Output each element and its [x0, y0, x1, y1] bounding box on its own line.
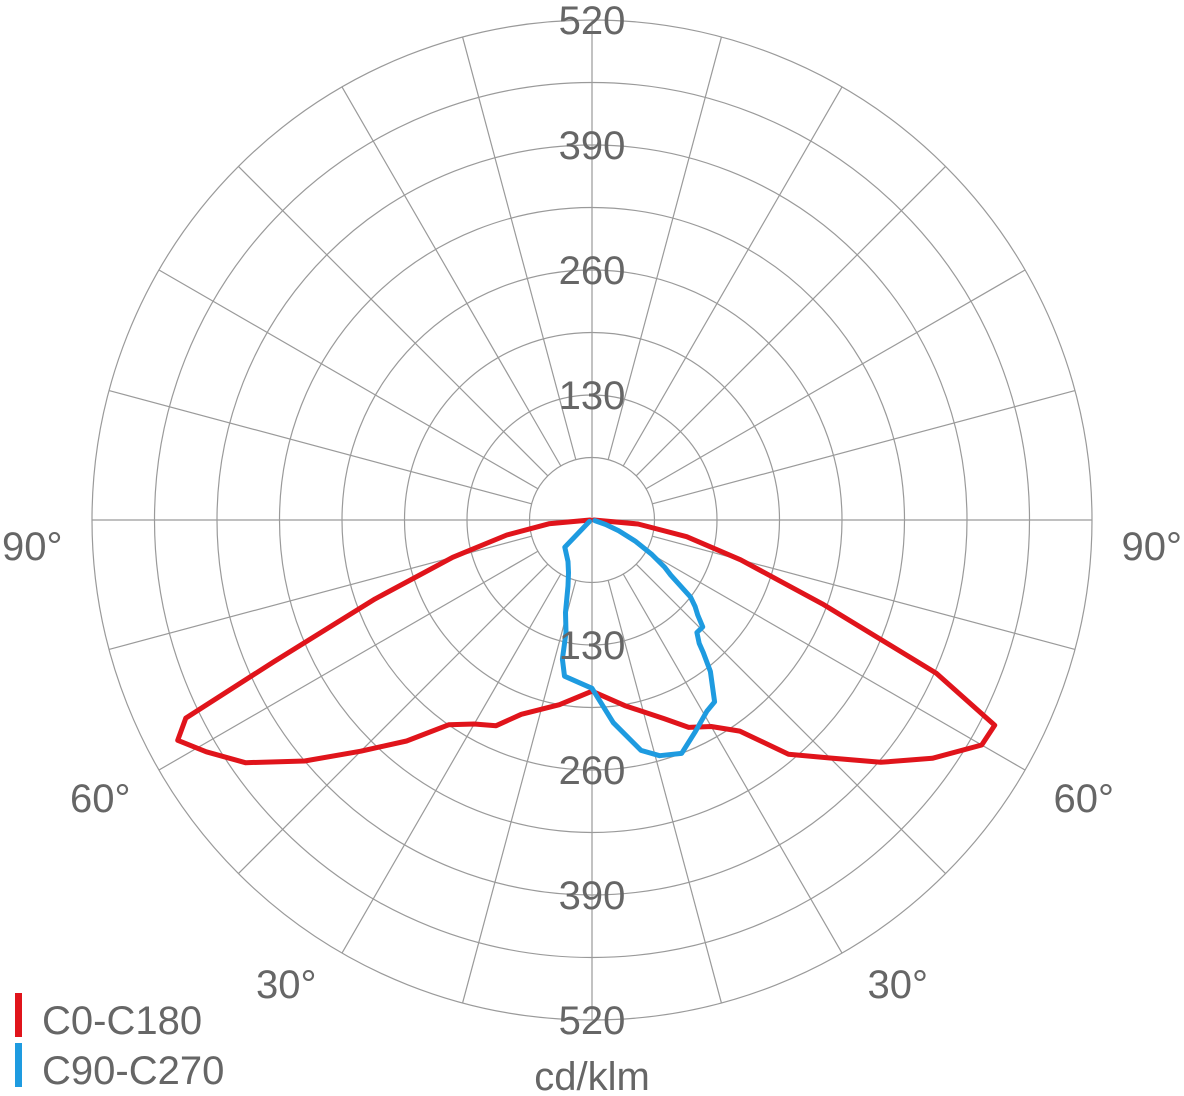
series-line-c90-c270	[559, 518, 718, 759]
unit-label: cd/klm	[534, 1055, 650, 1096]
grid-spoke	[462, 580, 577, 1004]
legend-label-c0-c180: C0-C180	[42, 999, 202, 1043]
grid-spoke	[652, 535, 1076, 650]
grid-spoke	[635, 563, 946, 874]
grid-spoke	[645, 269, 1026, 490]
r-tick-label: 130	[559, 624, 626, 668]
angle-label-right-60: 60°	[1054, 777, 1115, 821]
series-layer	[175, 517, 998, 766]
r-tick-label: 520	[559, 999, 626, 1043]
grid-spoke	[652, 390, 1076, 505]
grid-spoke	[238, 166, 549, 477]
r-tick-label: 260	[559, 749, 626, 793]
angle-label-left-30: 30°	[256, 963, 317, 1007]
grid-spoke	[622, 573, 843, 954]
radial-tick-labels: 130 130 260 260 390 390 520 520	[559, 0, 626, 1043]
grid-spoke	[622, 86, 843, 467]
angle-label-left-90: 90°	[2, 525, 63, 569]
grid-spoke	[341, 573, 562, 954]
grid-spoke	[238, 563, 549, 874]
grid-spoke	[158, 269, 539, 490]
legend-swatch-c0-c180	[15, 993, 22, 1037]
angle-labels: 90° 60° 30° 90° 60° 30°	[2, 525, 1182, 1007]
grid-spoke	[158, 550, 539, 771]
r-tick-label: 130	[559, 374, 626, 418]
legend: C0-C180 C90-C270	[15, 993, 224, 1093]
series-line-c0-c180	[175, 517, 998, 766]
grid-spoke	[462, 36, 577, 460]
legend-swatch-c90-c270	[15, 1043, 22, 1087]
r-tick-label: 390	[559, 874, 626, 918]
grid-spoke	[607, 580, 722, 1004]
polar-grid-spokes	[92, 20, 1092, 1020]
grid-spoke	[341, 86, 562, 467]
grid-spoke	[645, 550, 1026, 771]
angle-label-right-30: 30°	[868, 963, 929, 1007]
grid-spoke	[108, 390, 532, 505]
angle-label-right-90: 90°	[1122, 525, 1183, 569]
legend-label-c90-c270: C90-C270	[42, 1049, 224, 1093]
grid-spoke	[607, 36, 722, 460]
angle-label-left-60: 60°	[70, 777, 131, 821]
r-tick-label: 520	[559, 0, 626, 43]
r-tick-label: 390	[559, 124, 626, 168]
grid-spoke	[635, 166, 946, 477]
r-tick-label: 260	[559, 249, 626, 293]
